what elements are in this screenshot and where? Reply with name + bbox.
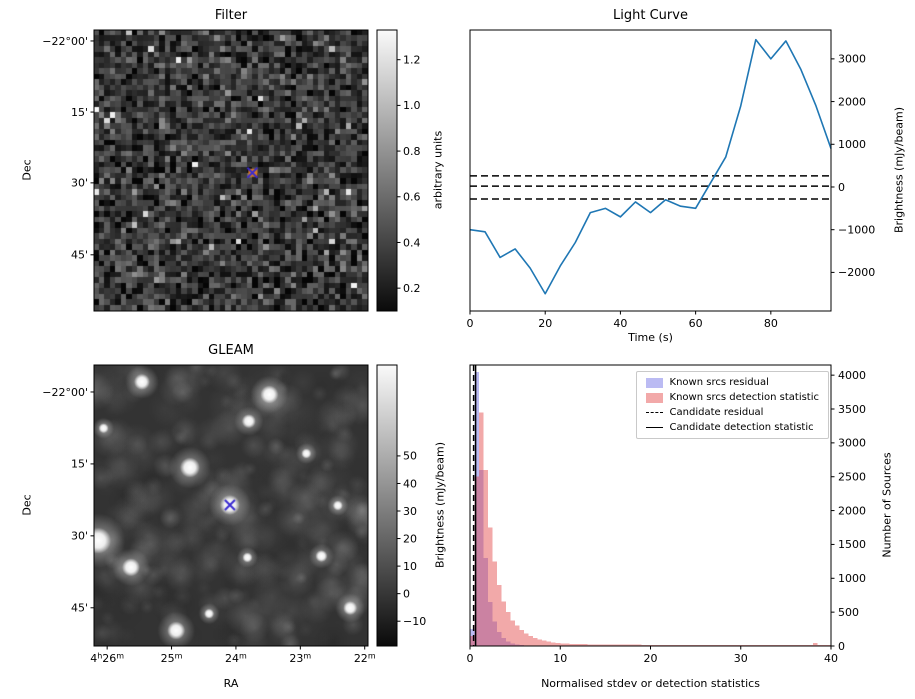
tick-label: 500 [838, 606, 859, 619]
tick-label: 0 [467, 317, 474, 330]
legend-label: Known srcs residual [669, 377, 769, 388]
tick-label: 1.2 [403, 53, 421, 66]
light-curve-plot: 0 20 40 60 80 −2000 −1000 0 1000 2000 3000 [467, 29, 875, 330]
tick-label: 2000 [838, 504, 866, 517]
histogram-series [470, 371, 552, 646]
tick-label: 2500 [838, 471, 866, 484]
tick-label: 60 [689, 317, 703, 330]
legend-label: Candidate residual [669, 407, 764, 418]
tick-label: 30' [71, 530, 88, 543]
tick-label: 10 [553, 652, 567, 665]
tick-label: 24m [225, 652, 247, 666]
tick-label: −22°00' [42, 35, 88, 48]
tick-label: −1000 [838, 223, 875, 236]
gleam-axes: −22°00' 15' 30' 45' 4h26m 25m 24m 23m 22m −10 0 10 2… [42, 364, 426, 666]
tick-label: 45' [71, 249, 88, 262]
tick-label: 20 [538, 317, 552, 330]
filter-map-image [94, 30, 368, 311]
tick-label: 0 [403, 587, 410, 600]
tick-label: 15' [71, 106, 88, 119]
filter-colorbar-label: arbitrary units [431, 130, 445, 210]
legend-label: Known srcs detection statistic [669, 392, 819, 403]
legend-swatch-candidate-detection-line [645, 427, 663, 428]
tick-label: 2000 [838, 95, 866, 108]
tick-label: 40 [613, 317, 627, 330]
tick-label: 25m [161, 652, 183, 666]
tick-label: −10 [403, 615, 426, 628]
legend-swatch-known-srcs-detection [645, 392, 663, 403]
light-curve-title: Light Curve [613, 8, 688, 23]
legend-swatch-candidate-residual-line [645, 412, 663, 413]
tick-label: 1500 [838, 538, 866, 551]
tick-label: 0.6 [403, 191, 421, 204]
gleam-xlabel: RA [223, 677, 239, 690]
tick-label: 4h26m [90, 652, 124, 666]
histogram-ylabel: Number of Sources [880, 452, 894, 558]
tick-label: 0.2 [403, 282, 421, 295]
tick-label: 3000 [838, 53, 866, 66]
tick-label: 40 [403, 477, 417, 490]
gleam-map-image [94, 365, 368, 646]
histogram-xlabel: Normalised stdev or detection statistics [541, 677, 760, 690]
histogram-legend: Known srcs residual Known srcs detection… [635, 371, 829, 439]
tick-label: 30' [71, 177, 88, 190]
legend-item: Known srcs residual [645, 377, 819, 388]
legend-swatch-known-srcs-residual [645, 377, 663, 388]
filter-title: Filter [214, 8, 248, 23]
tick-label: 0 [838, 181, 845, 194]
tick-label: 45' [71, 602, 88, 615]
tick-label: 30 [403, 505, 417, 518]
tick-label: 4000 [838, 369, 866, 382]
tick-label: −2000 [838, 266, 875, 279]
tick-label: 0.4 [403, 236, 421, 249]
light-curve-xlabel: Time (s) [628, 331, 673, 344]
gleam-title: GLEAM [208, 343, 254, 358]
tick-label: −22°00' [42, 386, 88, 399]
tick-label: 40 [824, 652, 838, 665]
tick-label: 20 [644, 652, 658, 665]
tick-label: 1000 [838, 572, 866, 585]
tick-label: 3500 [838, 403, 866, 416]
tick-label: 10 [403, 560, 417, 573]
tick-label: 3000 [838, 437, 866, 450]
tick-label: 20 [403, 532, 417, 545]
gleam-colorbar-label: Brightness (mJy/beam) [433, 441, 447, 569]
tick-label: 0 [467, 652, 474, 665]
gleam-ylabel: Dec [20, 494, 34, 516]
light-curve-ylabel: Brightness (mJy/beam) [892, 106, 906, 234]
histogram-plot: 0 10 20 30 400500100015002000250030003500400… [467, 364, 866, 665]
tick-label: 50 [403, 450, 417, 463]
tick-label: 1000 [838, 138, 866, 151]
tick-label: 1.0 [403, 99, 421, 112]
filter-ylabel: Dec [20, 159, 34, 181]
tick-label: 15' [71, 458, 88, 471]
tick-label: 22m [354, 652, 376, 666]
legend-item: Candidate residual [645, 407, 819, 418]
tick-label: 23m [289, 652, 311, 666]
tick-label: 80 [764, 317, 778, 330]
tick-label: 0 [838, 640, 845, 653]
legend-item: Known srcs detection statistic [645, 392, 819, 403]
legend-item: Candidate detection statistic [645, 422, 819, 433]
legend-label: Candidate detection statistic [669, 422, 814, 433]
histogram-series [470, 412, 831, 646]
tick-label: 0.8 [403, 145, 421, 158]
tick-label: 30 [734, 652, 748, 665]
filter-axes: −22°00' 15' 30' 45' 0.2 0.4 0.6 0.8 1.0 1.2 [42, 29, 421, 312]
